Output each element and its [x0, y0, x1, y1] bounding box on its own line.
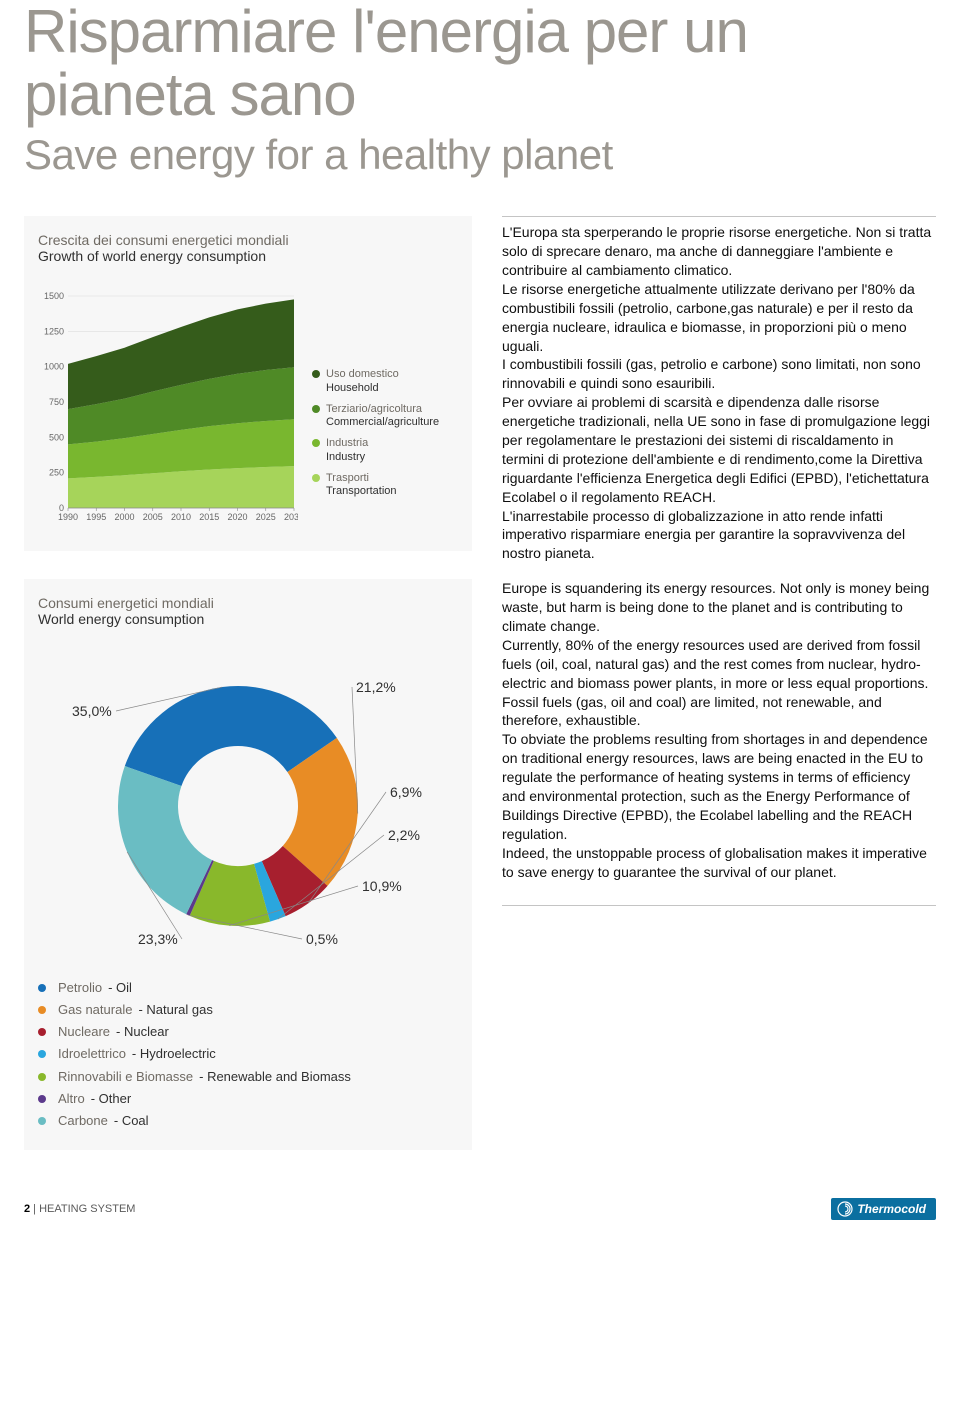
donut-legend-item: Nucleare- Nuclear [38, 1021, 458, 1043]
page-title-en: Save energy for a healthy planet [24, 132, 936, 178]
body-paragraph-en: Currently, 80% of the energy resources u… [502, 636, 936, 693]
donut-legend-item: Carbone- Coal [38, 1110, 458, 1132]
donut-chart-title-en: World energy consumption [38, 611, 458, 627]
svg-text:500: 500 [49, 433, 64, 443]
donut-legend-item: Petrolio- Oil [38, 977, 458, 999]
area-legend-item: IndustriaIndustry [312, 437, 458, 465]
area-legend-item: Terziario/agricolturaCommercial/agricult… [312, 403, 458, 431]
donut-chart-panel: Consumi energetici mondiali World energy… [24, 579, 472, 1150]
donut-chart-title-it: Consumi energetici mondiali [38, 595, 458, 611]
body-paragraph-it: Le risorse energetiche attualmente utili… [502, 280, 936, 356]
page-title-it: Risparmiare l'energia per un pianeta san… [24, 0, 936, 126]
area-chart: 0250500750100012501500199019952000200520… [38, 278, 298, 533]
donut-slice-label: 21,2% [356, 679, 396, 695]
donut-slice-label: 10,9% [362, 878, 402, 894]
body-paragraph-it: L'inarrestabile processo di globalizzazi… [502, 507, 936, 564]
svg-text:1000: 1000 [44, 362, 64, 372]
svg-text:1995: 1995 [86, 512, 106, 522]
area-legend-item: TrasportiTransportation [312, 472, 458, 500]
donut-legend-item: Rinnovabili e Biomasse- Renewable and Bi… [38, 1066, 458, 1088]
body-paragraph-it: I combustibili fossili (gas, petrolio e … [502, 355, 936, 393]
donut-slice-label: 6,9% [390, 784, 422, 800]
donut-legend-item: Idroelettrico- Hydroelectric [38, 1043, 458, 1065]
svg-text:2025: 2025 [256, 512, 276, 522]
page-footer: 2 | HEATING SYSTEM Thermocold [24, 1198, 936, 1220]
donut-slice-label: 35,0% [72, 703, 112, 719]
donut-legend-item: Gas naturale- Natural gas [38, 999, 458, 1021]
svg-text:2005: 2005 [143, 512, 163, 522]
body-paragraph-en: Indeed, the unstoppable process of globa… [502, 844, 936, 882]
svg-text:2020: 2020 [227, 512, 247, 522]
area-chart-title-it: Crescita dei consumi energetici mondiali [38, 232, 458, 248]
body-paragraph-it: L'Europa sta sperperando le proprie riso… [502, 223, 936, 280]
donut-chart-legend: Petrolio- OilGas naturale- Natural gasNu… [38, 977, 458, 1132]
body-text: L'Europa sta sperperando le proprie riso… [502, 216, 936, 906]
svg-text:1250: 1250 [44, 327, 64, 337]
svg-text:2015: 2015 [199, 512, 219, 522]
donut-slice-label: 0,5% [306, 931, 338, 947]
area-chart-title-en: Growth of world energy consumption [38, 248, 458, 264]
body-paragraph-en: Europe is squandering its energy resourc… [502, 579, 936, 636]
page-number: 2 | HEATING SYSTEM [24, 1203, 135, 1215]
body-paragraph-en: Fossil fuels (gas, oil and coal) are lim… [502, 693, 936, 731]
svg-text:2010: 2010 [171, 512, 191, 522]
brand-logo: Thermocold [831, 1198, 936, 1220]
donut-legend-item: Altro- Other [38, 1088, 458, 1110]
body-paragraph-it: Per ovviare ai problemi di scarsità e di… [502, 393, 936, 506]
area-chart-legend: Uso domesticoHousehold Terziario/agricolt… [312, 278, 458, 506]
svg-text:250: 250 [49, 468, 64, 478]
area-chart-panel: Crescita dei consumi energetici mondiali… [24, 216, 472, 551]
svg-text:1500: 1500 [44, 291, 64, 301]
svg-text:1990: 1990 [58, 512, 78, 522]
donut-chart: 35,0% 21,2% 6,9% 2,2% 10,9% 0,5% 23,3% [38, 641, 458, 971]
svg-text:750: 750 [49, 397, 64, 407]
donut-slice-label: 2,2% [388, 827, 420, 843]
svg-text:2000: 2000 [114, 512, 134, 522]
donut-slice-label: 23,3% [138, 931, 178, 947]
body-paragraph-en: To obviate the problems resulting from s… [502, 730, 936, 843]
area-legend-item: Uso domesticoHousehold [312, 368, 458, 396]
svg-text:2030: 2030 [284, 512, 298, 522]
